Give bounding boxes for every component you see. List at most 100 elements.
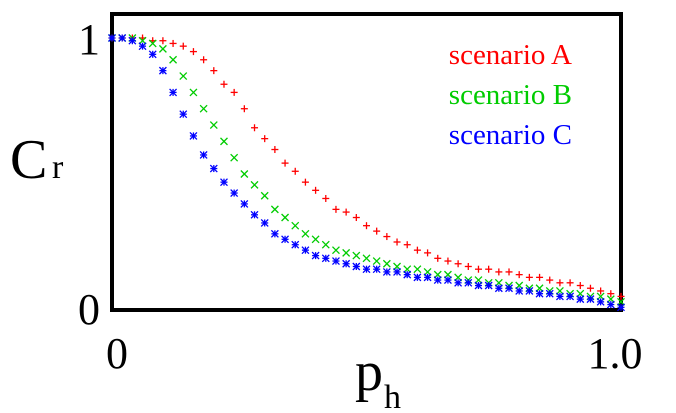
data-point-asterisk <box>464 278 473 287</box>
data-point-plus <box>189 48 197 56</box>
data-point-plus <box>281 159 289 167</box>
series-scenario-b <box>108 34 625 306</box>
data-point-cross <box>311 235 320 244</box>
data-point-asterisk <box>118 34 127 42</box>
data-point-plus <box>271 146 279 154</box>
data-point-asterisk <box>494 284 503 293</box>
y-tick-label-bottom: 0 <box>78 285 100 334</box>
series-scenario-c <box>108 34 625 312</box>
data-point-cross <box>209 121 218 129</box>
data-point-plus <box>169 39 177 47</box>
data-point-cross <box>240 170 249 178</box>
data-point-plus <box>454 260 462 268</box>
data-point-plus <box>363 222 370 230</box>
data-point-cross <box>250 180 259 189</box>
data-point-asterisk <box>382 267 391 276</box>
data-point-asterisk <box>474 281 483 290</box>
data-point-cross <box>301 229 310 238</box>
data-point-asterisk <box>301 246 310 255</box>
data-point-cross <box>342 248 351 257</box>
data-point-asterisk <box>545 289 554 298</box>
data-point-asterisk <box>515 287 524 295</box>
data-point-asterisk <box>220 178 228 187</box>
data-point-asterisk <box>332 257 340 265</box>
data-point-asterisk <box>352 262 361 271</box>
data-point-asterisk <box>606 300 615 309</box>
data-point-asterisk <box>199 151 208 159</box>
data-point-asterisk <box>342 259 351 268</box>
y-tick-label-top: 1 <box>78 15 100 64</box>
x-axis-label-subscript: h <box>384 379 401 413</box>
data-point-asterisk <box>525 287 534 295</box>
data-point-cross <box>220 137 228 146</box>
data-point-asterisk <box>586 295 595 304</box>
data-point-cross <box>179 72 188 81</box>
x-tick-label-right: 1.0 <box>588 329 643 378</box>
data-point-cross <box>260 191 269 200</box>
data-point-asterisk <box>576 295 585 304</box>
data-point-plus <box>597 287 605 295</box>
data-point-plus <box>200 56 208 64</box>
data-point-asterisk <box>443 276 452 285</box>
data-point-cross <box>413 265 422 274</box>
legend-label-scenario-b: scenario B <box>449 79 572 111</box>
data-point-cross <box>148 39 157 48</box>
data-point-plus <box>515 271 523 279</box>
data-point-plus <box>464 262 472 270</box>
data-point-plus <box>413 246 421 254</box>
data-point-plus <box>505 268 513 276</box>
chart-marks <box>108 34 625 312</box>
data-point-plus <box>566 279 574 287</box>
data-point-asterisk <box>189 131 198 140</box>
data-point-plus <box>383 233 391 241</box>
data-point-asterisk <box>209 164 218 173</box>
data-point-cross <box>382 259 391 268</box>
data-point-cross <box>270 205 279 214</box>
data-point-plus <box>220 80 228 88</box>
y-axis-label: C <box>10 129 47 191</box>
data-point-asterisk <box>362 265 371 274</box>
data-point-asterisk <box>505 284 513 293</box>
data-point-cross <box>291 221 300 230</box>
data-point-asterisk <box>240 199 249 208</box>
data-point-cross <box>199 104 208 113</box>
data-point-plus <box>444 257 452 265</box>
data-point-cross <box>362 254 371 263</box>
data-point-plus <box>261 135 269 143</box>
data-point-plus <box>301 178 309 186</box>
data-point-asterisk <box>393 267 401 276</box>
data-point-asterisk <box>148 50 157 59</box>
data-point-cross <box>230 153 239 162</box>
data-point-plus <box>373 227 381 235</box>
data-point-plus <box>576 282 584 290</box>
data-point-asterisk <box>169 88 178 97</box>
data-point-plus <box>424 249 432 257</box>
x-axis-label: p <box>355 341 383 403</box>
data-point-asterisk <box>454 278 463 287</box>
data-point-plus <box>586 284 594 292</box>
data-point-cross <box>189 88 198 97</box>
data-point-asterisk <box>270 229 279 238</box>
data-point-plus <box>179 42 187 50</box>
x-tick-label-left: 0 <box>106 329 128 378</box>
data-point-asterisk <box>484 281 493 290</box>
data-point-plus <box>403 241 411 249</box>
data-point-plus <box>352 214 360 222</box>
data-point-cross <box>281 213 290 222</box>
data-point-asterisk <box>566 292 575 301</box>
data-point-asterisk <box>250 210 259 219</box>
data-point-asterisk <box>128 36 137 45</box>
data-point-plus <box>230 88 238 96</box>
data-point-plus <box>607 290 615 298</box>
data-point-plus <box>546 276 554 284</box>
data-point-asterisk <box>158 66 167 75</box>
data-point-plus <box>536 273 544 281</box>
data-point-asterisk <box>311 251 320 260</box>
data-point-plus <box>556 279 564 287</box>
data-point-cross <box>372 257 381 265</box>
data-point-asterisk <box>260 219 269 227</box>
data-point-plus <box>525 273 533 281</box>
data-point-asterisk <box>403 270 412 279</box>
data-point-asterisk <box>321 254 330 263</box>
data-point-asterisk <box>291 240 300 249</box>
